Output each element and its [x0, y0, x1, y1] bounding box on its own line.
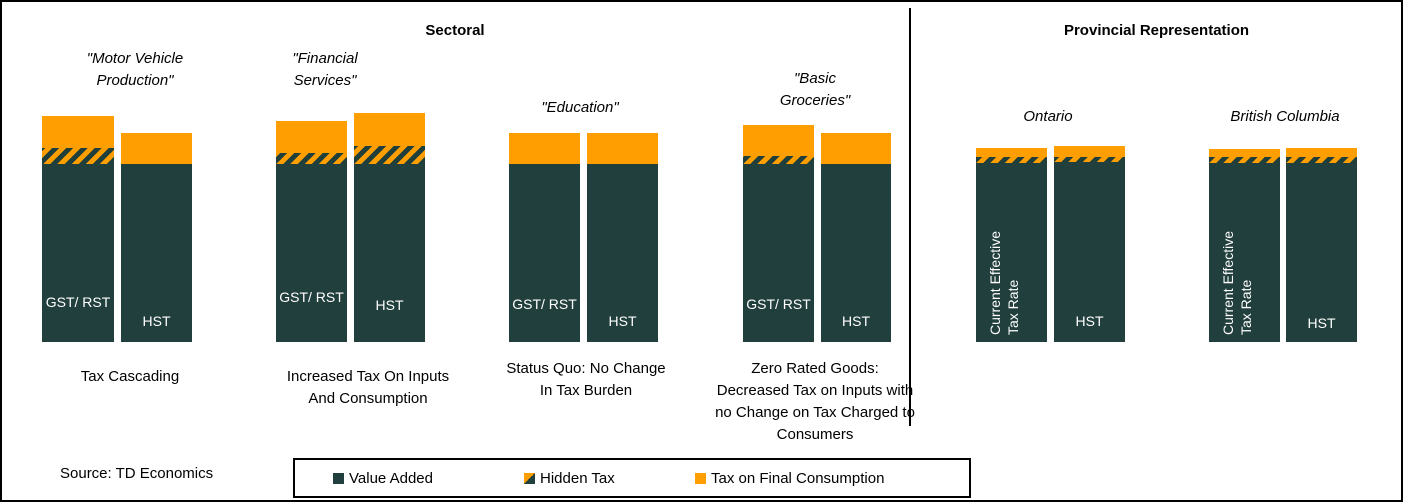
- segment-hidden-tax: [1209, 157, 1280, 163]
- segment-final-consumption: [743, 125, 814, 156]
- segment-hidden-tax: [276, 153, 347, 164]
- scenario-education: "Education": [541, 99, 619, 116]
- legend: Value Added Hidden Tax Tax on Final Cons…: [293, 458, 971, 498]
- bar-motor-hst: HST: [121, 133, 192, 342]
- legend-label-value-added: Value Added: [349, 470, 433, 487]
- description-motor-vehicle: Tax Cascading: [80, 368, 180, 385]
- bar-ontario-current-rate: Current Effective Tax Rate: [976, 148, 1047, 342]
- description-basic-groceries: Zero Rated Goods: Decreased Tax on Input…: [715, 360, 915, 443]
- bar-education-gst-rst: GST/ RST: [509, 133, 580, 342]
- bar-bc-hst: HST: [1286, 148, 1357, 342]
- description-financial-services: Increased Tax On Inputs And Consumption: [286, 368, 450, 407]
- final-consumption-swatch: [695, 473, 706, 484]
- segment-final-consumption: [821, 133, 891, 164]
- segment-hidden-tax: [354, 146, 425, 164]
- segment-hidden-tax: [743, 156, 814, 164]
- segment-value-added: [276, 164, 347, 342]
- legend-item-hidden-tax: Hidden Tax: [524, 470, 615, 487]
- segment-value-added: [1054, 162, 1125, 342]
- segment-value-added: [42, 164, 114, 342]
- segment-final-consumption: [1054, 146, 1125, 157]
- bar-label-gst-rst: GST/ RST: [512, 296, 577, 312]
- segment-final-consumption: [509, 133, 580, 164]
- value-added-swatch: [333, 473, 344, 484]
- scenario-motor-vehicle: "Motor Vehicle Production": [86, 50, 184, 89]
- segment-hidden-tax: [42, 148, 114, 164]
- segment-hidden-tax: [1286, 157, 1357, 163]
- segment-final-consumption: [1286, 148, 1357, 157]
- segment-final-consumption: [587, 133, 658, 164]
- bar-label-gst-rst: GST/ RST: [279, 289, 344, 305]
- scenario-ontario: Ontario: [1023, 108, 1073, 125]
- bar-groceries-gst-rst: GST/ RST: [743, 125, 814, 342]
- bar-label-current-rate: Current Effective Tax Rate: [987, 230, 1021, 335]
- section-divider: [909, 8, 911, 426]
- scenario-financial-services: "Financial Services": [292, 50, 358, 89]
- legend-label-final-consumption: Tax on Final Consumption: [711, 470, 885, 487]
- bar-label-current-rate: Current Effective Tax Rate: [1220, 230, 1254, 335]
- description-education: Status Quo: No Change In Tax Burden: [506, 360, 666, 399]
- segment-value-added: [1209, 163, 1280, 342]
- segment-final-consumption: [976, 148, 1047, 157]
- segment-hidden-tax: [976, 157, 1047, 163]
- bar-financial-hst: HST: [354, 113, 425, 342]
- segment-final-consumption: [121, 133, 192, 164]
- bar-label-hst: HST: [142, 313, 171, 329]
- bar-bc-current-rate: Current Effective Tax Rate: [1209, 149, 1280, 342]
- hidden-tax-swatch: [524, 473, 535, 484]
- legend-label-hidden-tax: Hidden Tax: [540, 470, 615, 487]
- bar-label-gst-rst: GST/ RST: [746, 296, 811, 312]
- bar-groceries-hst: HST: [821, 133, 891, 342]
- legend-item-value-added: Value Added: [333, 470, 433, 487]
- segment-value-added: [354, 164, 425, 342]
- segment-hidden-tax: [1054, 157, 1125, 162]
- segment-value-added: [821, 164, 891, 342]
- bar-label-hst: HST: [842, 313, 870, 329]
- scenario-basic-groceries: "Basic Groceries": [779, 70, 851, 109]
- segment-value-added: [587, 164, 658, 342]
- segment-final-consumption: [1209, 149, 1280, 157]
- bar-education-hst: HST: [587, 133, 658, 342]
- segment-value-added: [976, 163, 1047, 342]
- segment-value-added: [1286, 163, 1357, 342]
- bar-financial-gst-rst: GST/ RST: [276, 121, 347, 342]
- segment-value-added: [509, 164, 580, 342]
- bar-label-gst-rst: GST/ RST: [45, 294, 111, 310]
- bar-motor-gst-rst: GST/ RST: [42, 116, 114, 342]
- bar-ontario-hst: HST: [1054, 146, 1125, 342]
- source-note: Source: TD Economics: [60, 465, 214, 482]
- bar-label-hst: HST: [1307, 315, 1336, 331]
- segment-final-consumption: [354, 113, 425, 146]
- scenario-british-columbia: British Columbia: [1230, 108, 1340, 125]
- bar-label-hst: HST: [608, 313, 637, 329]
- segment-value-added: [121, 164, 192, 342]
- segment-final-consumption: [276, 121, 347, 153]
- bar-label-hst: HST: [1075, 313, 1104, 329]
- provincial-header: Provincial Representation: [1063, 22, 1250, 39]
- legend-item-final-consumption: Tax on Final Consumption: [695, 470, 884, 487]
- sectoral-header: Sectoral: [425, 22, 485, 39]
- segment-final-consumption: [42, 116, 114, 148]
- segment-value-added: [743, 164, 814, 342]
- bar-label-hst: HST: [375, 297, 404, 313]
